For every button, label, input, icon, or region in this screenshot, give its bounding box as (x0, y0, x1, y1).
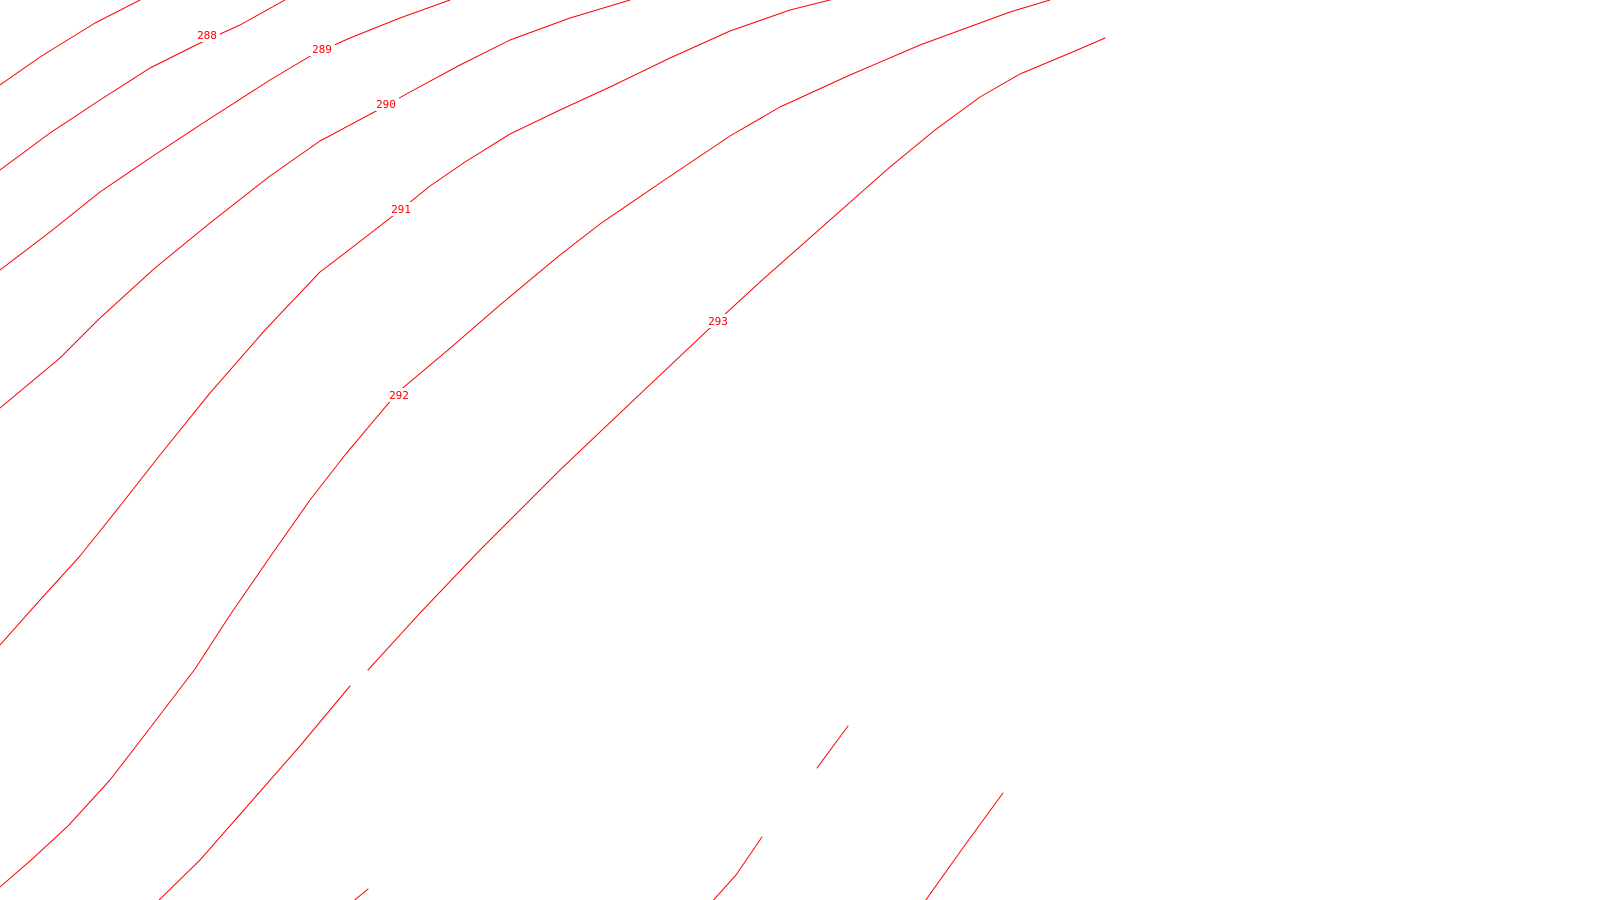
label-halo (309, 42, 335, 56)
label-halo (373, 97, 399, 111)
contour-line (0, 0, 451, 271)
contour-line (0, 0, 141, 86)
contour-line (158, 685, 351, 900)
contour-lines (0, 0, 1106, 900)
label-halo (705, 314, 731, 328)
contour-label-292: 292 (386, 388, 412, 402)
contour-line (0, 0, 1051, 888)
contour-label-text: 289 (312, 43, 332, 56)
contour-line (0, 0, 631, 409)
contour-line (712, 836, 763, 900)
contour-label-293: 293 (705, 314, 731, 328)
contour-label-text: 288 (197, 29, 217, 42)
contour-labels: 288 289 290 291 292 293 (194, 28, 731, 402)
contour-label-288: 288 (194, 28, 220, 42)
contour-label-text: 290 (376, 98, 396, 111)
label-halo (194, 28, 220, 42)
contour-label-text: 292 (389, 389, 409, 402)
contour-label-290: 290 (373, 97, 399, 111)
contour-line (367, 37, 1106, 671)
contour-line (354, 888, 369, 900)
contour-label-291: 291 (388, 202, 414, 216)
contour-line (0, 0, 286, 171)
contour-label-text: 293 (708, 315, 728, 328)
contour-label-text: 291 (391, 203, 411, 216)
label-halo (386, 388, 412, 402)
contour-label-289: 289 (309, 42, 335, 56)
label-halo (388, 202, 414, 216)
contour-line (925, 792, 1004, 900)
contour-line (816, 725, 849, 769)
